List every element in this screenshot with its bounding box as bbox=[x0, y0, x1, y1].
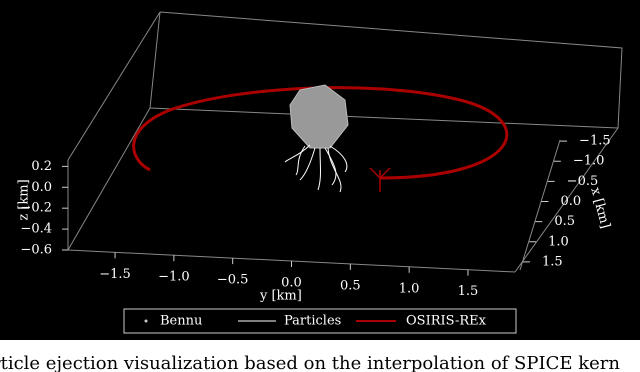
z-tick-label: −0.2 bbox=[20, 201, 52, 216]
particles bbox=[284, 144, 348, 193]
floor-edge bbox=[67, 107, 151, 251]
y-tick-label: 1.0 bbox=[399, 281, 420, 296]
y-tick-label: 1.5 bbox=[458, 284, 479, 299]
legend-label: Bennu bbox=[160, 314, 202, 329]
x-tick-label: 0.0 bbox=[561, 194, 582, 209]
x-tick-label: 0.5 bbox=[554, 214, 575, 229]
legend-label: OSIRIS-REx bbox=[406, 314, 487, 329]
y-tick-label: −1.0 bbox=[158, 270, 190, 285]
y-tick-label: 0.0 bbox=[281, 276, 302, 291]
z-tick-label: −0.4 bbox=[20, 222, 52, 237]
y-axis-label: y [km] bbox=[259, 289, 302, 304]
x-tick-label: −0.5 bbox=[567, 174, 599, 189]
x-tick-label: −1.0 bbox=[573, 154, 605, 169]
spacecraft bbox=[369, 167, 391, 192]
floor-edge bbox=[514, 127, 619, 273]
caption: rticle ejection visualization based on t… bbox=[0, 353, 620, 372]
legend-marker bbox=[144, 319, 148, 323]
x-tick-label: 1.5 bbox=[542, 254, 563, 269]
x-axis bbox=[519, 139, 561, 271]
y-tick-label: −0.5 bbox=[217, 273, 249, 288]
legend: Bennu Particles OSIRIS-REx bbox=[123, 308, 517, 334]
back-wall bbox=[149, 11, 623, 129]
z-tick-label: 0.2 bbox=[31, 159, 52, 174]
z-axis-label: z [km] bbox=[17, 179, 32, 220]
y-tick-label: −1.5 bbox=[99, 267, 131, 282]
z-tick-label: −0.6 bbox=[20, 243, 52, 258]
bennu bbox=[289, 84, 349, 149]
x-tick-label: 1.0 bbox=[548, 234, 569, 249]
legend-label: Particles bbox=[284, 314, 341, 329]
z-tick-label: 0.0 bbox=[31, 180, 52, 195]
y-tick-label: 0.5 bbox=[340, 278, 361, 293]
legend-box bbox=[123, 308, 517, 334]
side-edge bbox=[67, 11, 161, 161]
orbit bbox=[132, 86, 509, 180]
x-tick-label: −1.5 bbox=[579, 134, 611, 149]
